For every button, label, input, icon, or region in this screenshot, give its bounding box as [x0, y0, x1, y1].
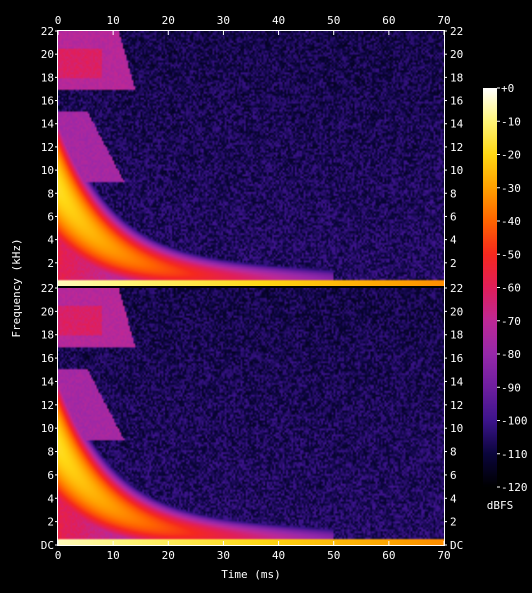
- y-tick-label-left: DC: [41, 539, 54, 552]
- colorbar-tick-label: -120: [501, 481, 528, 494]
- x-tick-label-top: 30: [217, 14, 230, 27]
- colorbar-tick-label: -30: [501, 182, 521, 195]
- y-tick-label-left: 18: [41, 329, 54, 342]
- y-tick-label-left: 18: [41, 71, 54, 84]
- y-tick-label-right: 18: [450, 71, 463, 84]
- spectrogram-plot-top: [58, 31, 444, 286]
- x-tick-label-bottom: 20: [162, 549, 175, 562]
- colorbar-tick-label: -60: [501, 282, 521, 295]
- y-tick-label-left: 6: [47, 210, 54, 223]
- y-tick-label-right: 8: [450, 187, 457, 200]
- colorbar-tick-label: -10: [501, 115, 521, 128]
- y-tick-label-right: 2: [450, 516, 457, 529]
- y-tick-label-right: 2: [450, 257, 457, 270]
- colorbar-tick-label: -80: [501, 348, 521, 361]
- y-tick-label-right: 8: [450, 446, 457, 459]
- y-tick-label-left: 8: [47, 446, 54, 459]
- colorbar-tick-label: -70: [501, 315, 521, 328]
- colorbar-tick-label: -90: [501, 381, 521, 394]
- x-tick-label-bottom: 10: [107, 549, 120, 562]
- y-tick-label-right: 4: [450, 234, 457, 247]
- y-tick-label-right: 10: [450, 422, 463, 435]
- x-tick-label-top: 40: [272, 14, 285, 27]
- y-tick-label-left: 16: [41, 95, 54, 108]
- x-tick-label-top: 20: [162, 14, 175, 27]
- x-tick-label-bottom: 0: [55, 549, 62, 562]
- y-tick-label-left: 22: [41, 282, 54, 295]
- x-tick-label-top: 70: [437, 14, 450, 27]
- y-tick-label-left: 12: [41, 141, 54, 154]
- x-tick-label-bottom: 50: [327, 549, 340, 562]
- colorbar-gradient: [483, 88, 497, 487]
- y-tick-label-left: 4: [47, 234, 54, 247]
- y-tick-label-right: DC: [450, 539, 463, 552]
- colorbar-tick-label: -100: [501, 415, 528, 428]
- colorbar-tick-label: -20: [501, 149, 521, 162]
- x-tick-label-top: 10: [107, 14, 120, 27]
- colorbar-tick-label: -110: [501, 448, 528, 461]
- y-tick-label-left: 2: [47, 257, 54, 270]
- y-tick-label-right: 18: [450, 329, 463, 342]
- y-tick-label-left: 6: [47, 469, 54, 482]
- y-tick-label-right: 20: [450, 305, 463, 318]
- y-tick-label-left: 2: [47, 516, 54, 529]
- y-tick-label-left: 20: [41, 48, 54, 61]
- spectrogram-plot-bottom: [58, 288, 444, 545]
- x-tick-label-bottom: 60: [382, 549, 395, 562]
- x-tick-label-top: 50: [327, 14, 340, 27]
- y-tick-label-left: 14: [41, 118, 55, 131]
- y-tick-label-right: 14: [450, 375, 464, 388]
- y-axis-label: Frequency (kHz): [10, 238, 23, 337]
- y-tick-label-right: 16: [450, 95, 463, 108]
- y-tick-label-right: 22: [450, 25, 463, 38]
- x-tick-label-bottom: 40: [272, 549, 285, 562]
- y-tick-label-left: 10: [41, 164, 54, 177]
- y-tick-label-left: 8: [47, 187, 54, 200]
- x-tick-label-bottom: 30: [217, 549, 230, 562]
- y-tick-label-right: 16: [450, 352, 463, 365]
- x-tick-label-bottom: 70: [437, 549, 450, 562]
- colorbar-tick-label: -40: [501, 215, 521, 228]
- spectrogram-image-top: [58, 31, 444, 286]
- y-tick-label-right: 6: [450, 210, 457, 223]
- y-tick-label-right: 12: [450, 399, 463, 412]
- colorbar-tick-label: +0: [501, 82, 514, 95]
- y-tick-label-right: 6: [450, 469, 457, 482]
- y-tick-label-left: 20: [41, 305, 54, 318]
- colorbar-tick-label: -50: [501, 248, 521, 261]
- x-tick-label-top: 60: [382, 14, 395, 27]
- y-tick-label-right: 22: [450, 282, 463, 295]
- y-tick-label-left: 22: [41, 25, 54, 38]
- y-tick-label-right: 20: [450, 48, 463, 61]
- y-tick-label-left: 12: [41, 399, 54, 412]
- x-tick-label-top: 0: [55, 14, 62, 27]
- y-tick-label-right: 12: [450, 141, 463, 154]
- y-tick-label-right: 10: [450, 164, 463, 177]
- x-axis-label: Time (ms): [221, 568, 281, 581]
- y-tick-label-left: 4: [47, 492, 54, 505]
- y-tick-label-left: 10: [41, 422, 54, 435]
- spectrogram-image-bottom: [58, 288, 444, 545]
- y-tick-label-left: 14: [41, 375, 55, 388]
- colorbar: +0 -10 -20 -30 -40 -50 -60 -70 -80 -90 -100 -110 -12…: [483, 82, 528, 494]
- y-tick-label-right: 14: [450, 118, 464, 131]
- y-tick-label-right: 4: [450, 492, 457, 505]
- colorbar-label: dBFS: [487, 499, 514, 512]
- y-tick-label-left: 16: [41, 352, 54, 365]
